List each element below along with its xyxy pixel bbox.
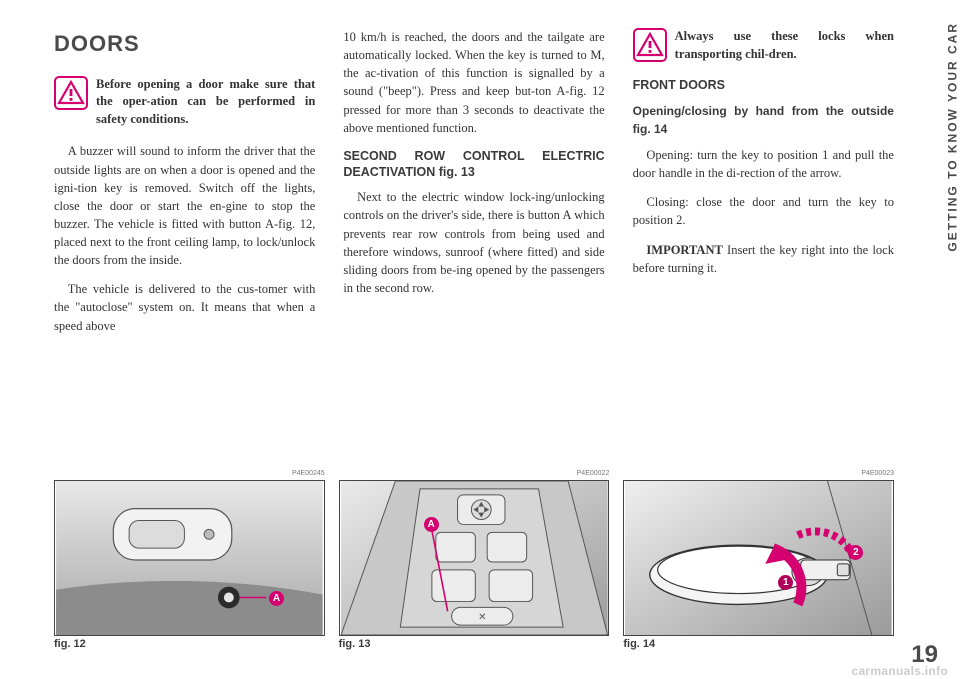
warning-block-1: Before opening a door make sure that the… — [54, 76, 315, 129]
svg-text:✕: ✕ — [478, 612, 486, 623]
warning-block-2: Always use these locks when transporting… — [633, 28, 894, 63]
fig14-code: P4E00023 — [861, 470, 894, 477]
fig13-code: P4E00022 — [577, 470, 610, 477]
fig12-label: fig. 12 — [54, 638, 86, 650]
figure-12: P4E00245 — [54, 480, 325, 650]
fig14-label: fig. 14 — [623, 638, 655, 650]
fig12-code: P4E00245 — [292, 470, 325, 477]
text-columns: DOORS Before opening a door make sure th… — [54, 28, 894, 458]
col1-p1: A buzzer will sound to inform the driver… — [54, 142, 315, 269]
col3-p3: IMPORTANT Insert the key right into the … — [633, 241, 894, 277]
fig14-box: 1 2 — [623, 480, 894, 636]
warning-text-2: Always use these locks when transporting… — [675, 28, 894, 63]
col2-p1: 10 km/h is reached, the doors and the ta… — [343, 28, 604, 137]
watermark: carmanuals.info — [851, 664, 948, 678]
col3-p2: Closing: close the door and turn the key… — [633, 193, 894, 229]
col2-heading: SECOND ROW CONTROL ELECTRIC DEACTIVATION… — [343, 148, 604, 181]
section-side-text: GETTING TO KNOW YOUR CAR — [946, 22, 960, 252]
figures-row: P4E00245 — [54, 480, 894, 650]
figure-13: P4E00022 — [339, 480, 610, 650]
warning-text-1: Before opening a door make sure that the… — [96, 76, 315, 129]
figure-14: P4E00023 — [623, 480, 894, 650]
fig12-box: A — [54, 480, 325, 636]
fig13-callout-a: A — [424, 517, 439, 532]
col3-heading1: FRONT DOORS — [633, 77, 894, 93]
column-3: Always use these locks when transporting… — [633, 28, 894, 458]
warning-icon — [54, 76, 88, 110]
col2-p2: Next to the electric window lock-ing/unl… — [343, 188, 604, 297]
fig13-label: fig. 13 — [339, 638, 371, 650]
fig13-box: ✕ A — [339, 480, 610, 636]
column-2: 10 km/h is reached, the doors and the ta… — [343, 28, 604, 458]
col3-p1: Opening: turn the key to position 1 and … — [633, 146, 894, 182]
warning-icon — [633, 28, 667, 62]
doors-title: DOORS — [54, 28, 315, 60]
column-1: DOORS Before opening a door make sure th… — [54, 28, 315, 458]
col3-heading2: Opening/closing by hand from the outside… — [633, 103, 894, 138]
col1-p2: The vehicle is delivered to the cus-tome… — [54, 280, 315, 334]
page-content: DOORS Before opening a door make sure th… — [54, 28, 894, 650]
fig12-callout-a: A — [269, 591, 284, 606]
